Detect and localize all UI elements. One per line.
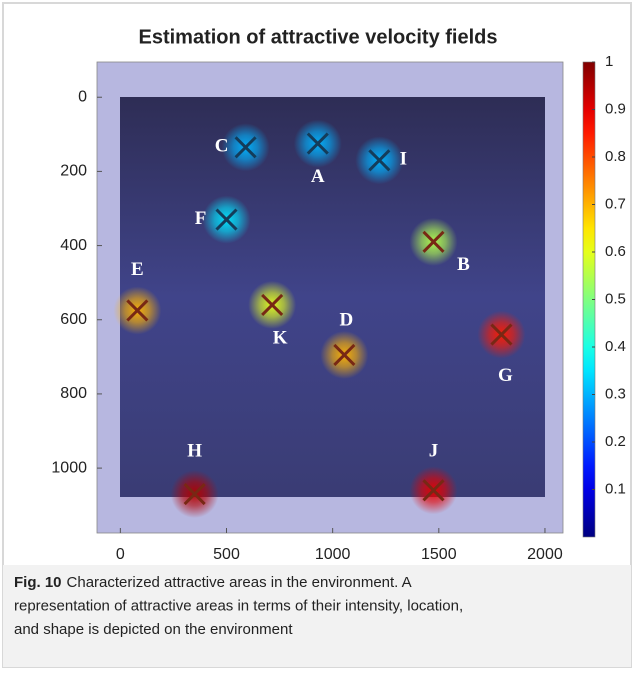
point-label: K — [273, 327, 288, 348]
colorbar-tick-label: 0.4 — [605, 338, 626, 355]
y-tick-label: 0 — [78, 88, 87, 105]
colorbar-tick-label: 0.3 — [605, 385, 626, 402]
attractive-point — [368, 149, 391, 172]
point-label: H — [187, 440, 202, 461]
caption-line: representation of attractive areas in te… — [14, 597, 463, 614]
x-marker — [333, 343, 356, 367]
colorbar-tick-label: 0.1 — [605, 480, 626, 497]
chart-title: Estimation of attractive velocity fields — [139, 26, 498, 48]
point-label: C — [215, 136, 229, 157]
x-marker — [490, 323, 513, 346]
x-tick-label: 1500 — [421, 546, 457, 563]
colorbar-tick-label: 0.9 — [605, 100, 626, 117]
point-label: I — [400, 149, 407, 170]
attractive-point — [422, 230, 445, 253]
colorbar-tick-label: 0.6 — [605, 243, 626, 260]
colorbar-tick-label: 0.8 — [605, 148, 626, 165]
attractive-point — [306, 132, 329, 155]
x-tick-label: 0 — [116, 546, 125, 563]
attractive-point — [422, 479, 445, 502]
caption-line: and shape is depicted on the environment — [14, 621, 293, 638]
x-marker — [368, 149, 391, 172]
y-tick-label: 1000 — [51, 459, 87, 476]
point-label: G — [498, 365, 513, 386]
x-marker — [261, 293, 284, 316]
attractive-point — [183, 482, 206, 506]
y-tick-label: 400 — [60, 237, 87, 254]
colorbar-tick-label: 0.5 — [605, 290, 626, 307]
y-tick-label: 800 — [60, 385, 87, 402]
colorbar-tick-label: 0.2 — [605, 433, 626, 450]
point-label: E — [131, 259, 144, 280]
caption-box — [3, 565, 631, 667]
colorbar-tick-label: 0.7 — [605, 195, 626, 212]
attractive-point — [126, 299, 149, 322]
x-marker — [422, 479, 445, 502]
caption-line: Characterized attractive areas in the en… — [67, 574, 412, 591]
x-marker — [306, 132, 329, 155]
plot-border — [96, 61, 564, 534]
x-marker — [126, 299, 149, 322]
attractive-point — [261, 293, 284, 316]
colorbar-tick-label: 1 — [605, 53, 613, 70]
y-tick-label: 600 — [60, 311, 87, 328]
x-marker — [234, 136, 257, 159]
point-label: F — [195, 208, 207, 229]
x-marker — [183, 482, 206, 506]
attractive-point — [234, 136, 257, 159]
x-marker — [215, 208, 238, 231]
x-marker — [422, 230, 445, 253]
attractive-point — [333, 343, 356, 367]
x-tick-label: 500 — [213, 546, 240, 563]
attractive-point — [490, 323, 513, 346]
point-label: A — [311, 166, 325, 187]
point-label: D — [339, 309, 353, 330]
background-photo — [120, 97, 545, 497]
y-tick-label: 200 — [60, 163, 87, 180]
point-label: J — [429, 441, 439, 462]
caption-label: Fig. 10 — [14, 574, 62, 591]
x-tick-label: 2000 — [527, 546, 563, 563]
x-tick-label: 1000 — [315, 546, 351, 563]
attractive-point — [215, 208, 238, 231]
point-label: B — [457, 254, 470, 275]
